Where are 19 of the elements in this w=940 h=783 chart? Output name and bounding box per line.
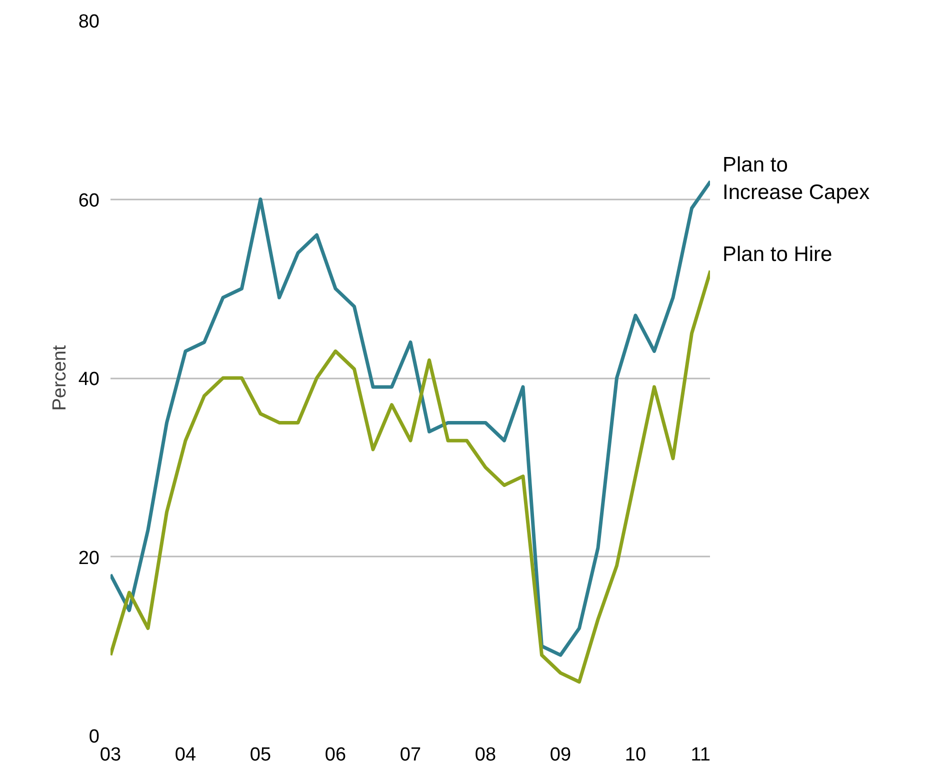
x-tick-label: 11: [690, 744, 711, 766]
x-tick-label: 06: [324, 744, 346, 766]
series-label: Plan to Hire: [722, 242, 832, 266]
x-tick-label: 09: [550, 744, 572, 766]
line-series: [110, 180, 710, 657]
x-tick-label: 08: [474, 744, 496, 766]
y-tick-label: 60: [78, 190, 100, 212]
x-tick-label: 10: [624, 744, 646, 766]
y-tick-label: 40: [78, 369, 100, 390]
series-label: Plan to Increase Capex: [722, 153, 870, 204]
x-tick-label: 04: [174, 744, 196, 766]
y-tick-label: 0: [88, 726, 100, 748]
x-tick-label: 03: [100, 744, 122, 766]
y-tick-label: 20: [78, 548, 100, 569]
line-series: [110, 269, 710, 684]
x-tick-label: 05: [250, 744, 272, 766]
y-axis-title: Percent: [49, 344, 70, 411]
x-tick-label: 07: [400, 744, 422, 766]
y-tick-label: 80: [78, 12, 100, 32]
